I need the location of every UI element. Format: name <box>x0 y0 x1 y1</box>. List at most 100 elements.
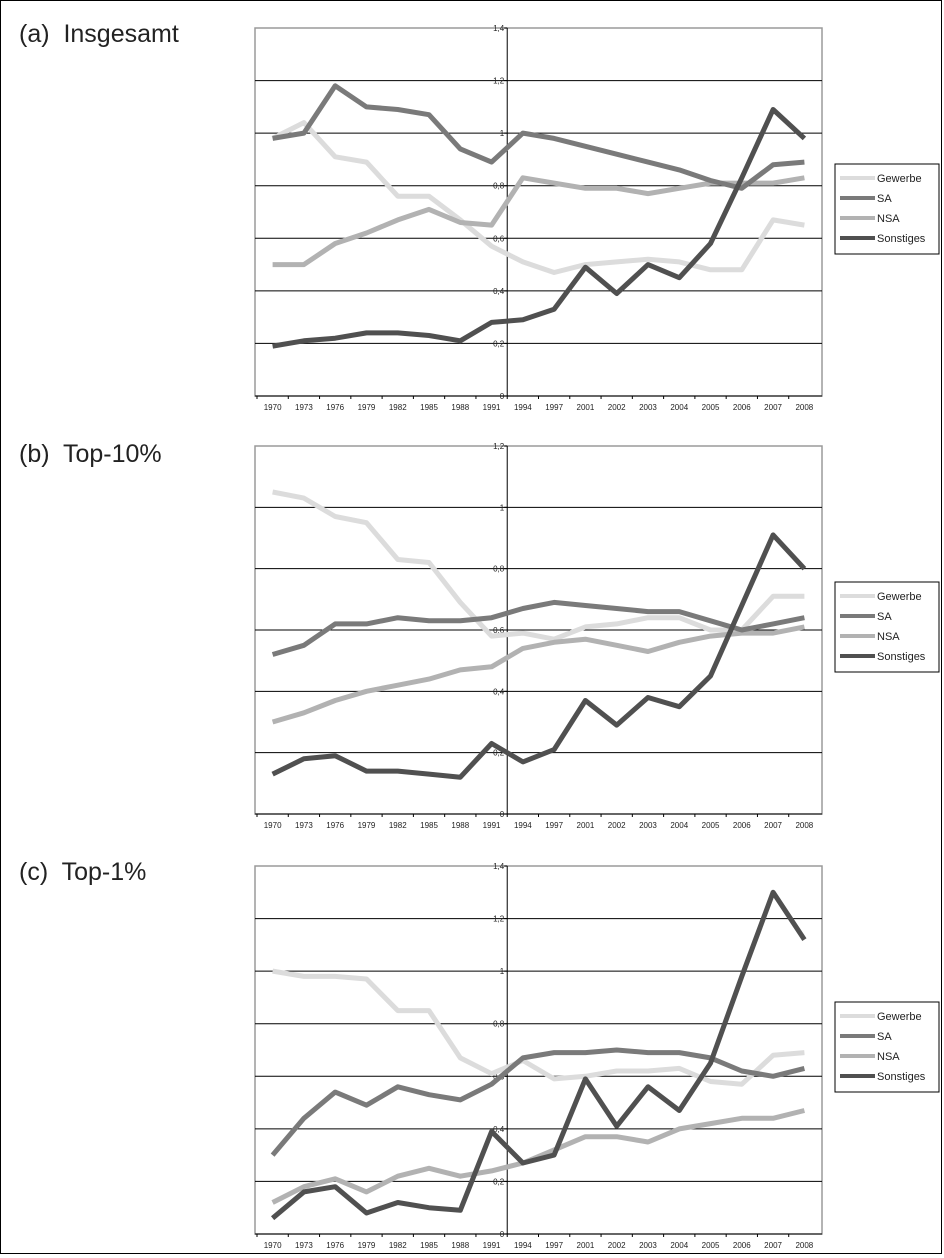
legend-label-sonstiges: Sonstiges <box>877 651 926 663</box>
series-line-sonstiges <box>270 889 807 1221</box>
x-tick-label: 1991 <box>483 1241 501 1250</box>
series-line-gewerbe <box>272 489 805 642</box>
x-tick-label: 1997 <box>545 1241 563 1250</box>
panel-a-label: (a) Insgesamt <box>19 20 179 48</box>
series-line-gewerbe <box>271 120 805 275</box>
x-tick-label: 2004 <box>670 1241 688 1250</box>
y-tick-label: 0,8 <box>493 1020 505 1029</box>
series-line-sa <box>272 83 805 191</box>
legend-label-gewerbe: Gewerbe <box>877 173 922 185</box>
panel-b-label: (b) Top-10% <box>19 440 162 468</box>
x-tick-label: 2007 <box>764 821 782 830</box>
y-tick-label: 0 <box>500 1230 505 1239</box>
x-tick-label: 2005 <box>702 821 720 830</box>
legend-label-sa: SA <box>877 1031 892 1043</box>
legend: Gewerbe SA NSA Sonstiges <box>834 581 940 673</box>
x-tick-label: 1985 <box>420 403 438 412</box>
x-tick-label: 2007 <box>764 1241 782 1250</box>
panel-c-label: (c) Top-1% <box>19 858 147 886</box>
x-tick-label: 1988 <box>451 821 469 830</box>
legend-label-sonstiges: Sonstiges <box>877 233 926 245</box>
x-tick-label: 1985 <box>420 821 438 830</box>
legend-label-sa: SA <box>877 611 892 623</box>
legend: Gewerbe SA NSA Sonstiges <box>834 163 940 255</box>
x-tick-label: 2007 <box>764 403 782 412</box>
x-tick-label: 2001 <box>577 1241 595 1250</box>
y-tick-label: 0,4 <box>493 287 505 296</box>
x-tick-label: 2002 <box>608 821 626 830</box>
y-tick-label: 1 <box>500 503 505 512</box>
x-tick-label: 2003 <box>639 1241 657 1250</box>
legend-label-nsa: NSA <box>877 631 900 643</box>
series-line-sonstiges <box>271 532 807 780</box>
y-tick-label: 0,2 <box>493 339 505 348</box>
series-line-gewerbe <box>272 968 805 1087</box>
y-tick-label: 0 <box>500 810 505 819</box>
series-line-sonstiges <box>272 107 807 349</box>
y-tick-label: 0,6 <box>493 626 505 635</box>
series-line-nsa <box>271 624 805 725</box>
chart-top10: 0 0,2 0,4 0,6 0,8 1 1,2 1970 1973 1976 1979 1982 198… <box>254 442 940 830</box>
x-tick-label: 1970 <box>264 1241 282 1250</box>
x-tick-label: 1994 <box>514 821 532 830</box>
x-tick-label: 1988 <box>451 1241 469 1250</box>
y-tick-label: 0,8 <box>493 565 505 574</box>
x-tick-label: 1991 <box>483 403 501 412</box>
series-line-nsa <box>272 175 805 268</box>
x-tick-label: 2008 <box>795 403 813 412</box>
y-tick-label: 1,2 <box>493 77 505 86</box>
x-tick-label: 1982 <box>389 1241 407 1250</box>
x-tick-label: 2001 <box>577 821 595 830</box>
y-tick-label: 1 <box>500 967 505 976</box>
x-tick-label: 2004 <box>670 403 688 412</box>
x-tick-label: 1997 <box>545 821 563 830</box>
series-line-sa <box>271 599 805 657</box>
y-tick-label: 0 <box>500 392 505 401</box>
x-tick-label: 2006 <box>733 403 751 412</box>
y-tick-label: 1,2 <box>493 442 505 451</box>
x-tick-label: 2005 <box>702 1241 720 1250</box>
x-tick-label: 2008 <box>795 821 813 830</box>
legend: Gewerbe SA NSA Sonstiges <box>834 1001 940 1093</box>
x-tick-label: 2002 <box>608 1241 626 1250</box>
series-line-nsa <box>271 1108 806 1205</box>
x-tick-label: 1982 <box>389 403 407 412</box>
plot-border <box>254 27 823 397</box>
y-tick-label: 1 <box>500 129 505 138</box>
y-tick-label: 1,4 <box>493 24 505 33</box>
x-tick-label: 1997 <box>545 403 563 412</box>
x-tick-label: 1973 <box>295 1241 313 1250</box>
x-tick-label: 1976 <box>326 821 344 830</box>
x-tick-label: 2003 <box>639 403 657 412</box>
legend-label-sa: SA <box>877 193 892 205</box>
y-tick-label: 0,8 <box>493 182 505 191</box>
x-tick-label: 1976 <box>326 403 344 412</box>
x-tick-label: 2008 <box>795 1241 813 1250</box>
x-tick-label: 1994 <box>514 1241 532 1250</box>
legend-label-sonstiges: Sonstiges <box>877 1071 926 1083</box>
legend-label-nsa: NSA <box>877 1051 900 1063</box>
x-tick-label: 1976 <box>326 1241 344 1250</box>
y-tick-label: 0,2 <box>493 1177 505 1186</box>
x-tick-label: 2006 <box>733 821 751 830</box>
x-tick-label: 2004 <box>670 821 688 830</box>
x-tick-label: 1973 <box>295 821 313 830</box>
x-tick-label: 1979 <box>358 1241 376 1250</box>
y-tick-label: 0,4 <box>493 687 505 696</box>
y-tick-label: 1,2 <box>493 915 505 924</box>
y-tick-label: 0,4 <box>493 1125 505 1134</box>
x-tick-label: 1985 <box>420 1241 438 1250</box>
x-tick-label: 1970 <box>264 821 282 830</box>
x-tick-label: 1994 <box>514 403 532 412</box>
y-tick-label: 0,6 <box>493 234 505 243</box>
x-tick-label: 2002 <box>608 403 626 412</box>
series-line-sa <box>270 1047 806 1157</box>
x-tick-label: 1979 <box>358 403 376 412</box>
x-tick-label: 1970 <box>264 403 282 412</box>
x-tick-label: 1979 <box>358 821 376 830</box>
x-tick-label: 1988 <box>451 403 469 412</box>
legend-label-gewerbe: Gewerbe <box>877 1011 922 1023</box>
y-tick-label: 0,2 <box>493 749 505 758</box>
